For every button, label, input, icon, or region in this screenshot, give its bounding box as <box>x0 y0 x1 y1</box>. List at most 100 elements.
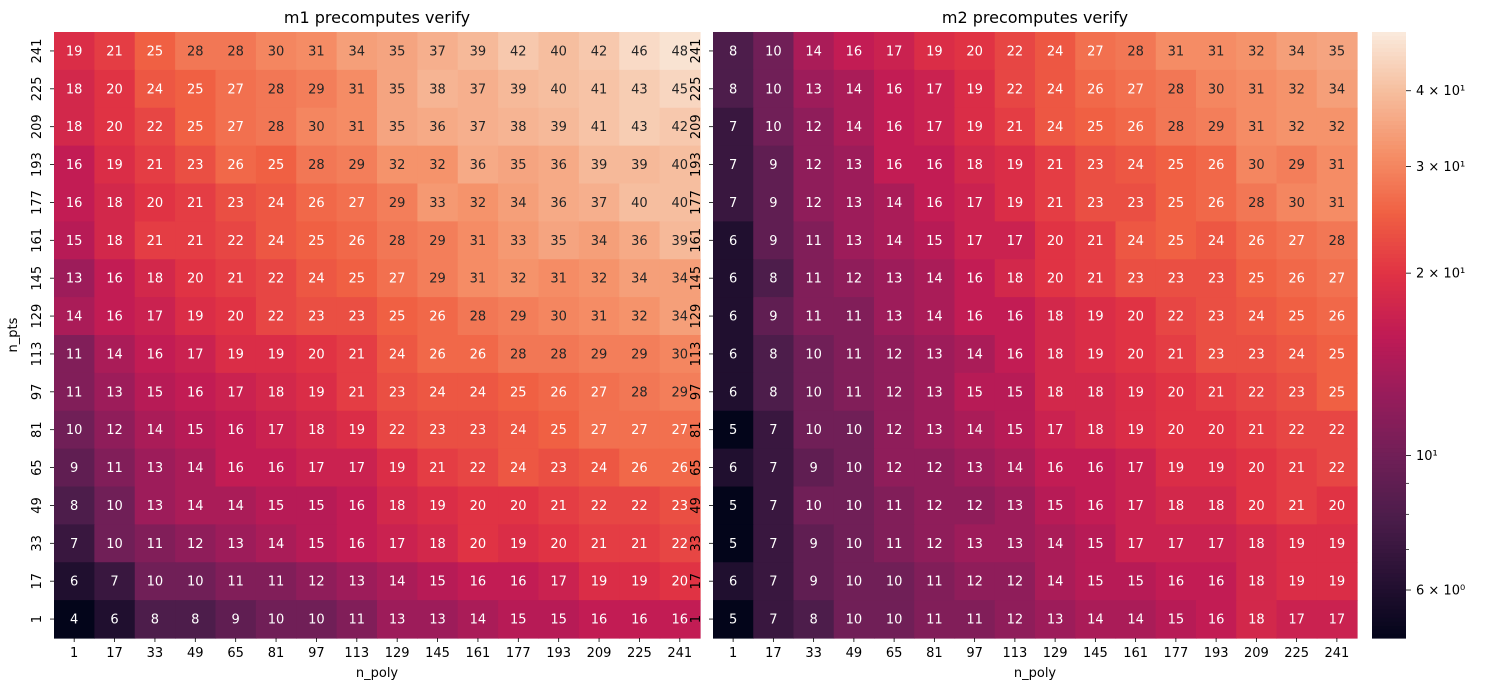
heatmap-cell <box>833 448 875 488</box>
cell-value-label: 24 <box>147 82 164 97</box>
heatmap-cell <box>1035 69 1076 109</box>
colorbar-segment <box>1372 549 1406 554</box>
cell-value-label: 13 <box>886 310 903 325</box>
cell-value-label: 17 <box>966 196 983 211</box>
cell-value-label: 20 <box>1047 234 1064 249</box>
cell-value-label: 39 <box>510 82 527 97</box>
cell-value-label: 24 <box>591 461 608 476</box>
cell-value-label: 26 <box>429 310 446 325</box>
heatmap-cell <box>914 448 956 488</box>
heatmap-cell <box>659 448 701 488</box>
cell-value-label: 16 <box>966 272 983 287</box>
x-tick-label: 145 <box>425 646 450 661</box>
heatmap-cell <box>954 410 996 450</box>
colorbar-segment <box>1372 553 1406 558</box>
cell-value-label: 6 <box>729 234 737 249</box>
heatmap-cell <box>1035 410 1076 450</box>
heatmap-cell <box>175 69 217 109</box>
cell-value-label: 31 <box>308 44 325 59</box>
heatmap-cell <box>833 524 875 563</box>
cell-value-label: 24 <box>1288 347 1305 362</box>
heatmap-cell <box>793 410 835 450</box>
cell-value-label: 48 <box>672 44 689 59</box>
colorbar-segment <box>1372 225 1406 231</box>
colorbar-segment <box>1372 217 1406 223</box>
x-tick-label: 177 <box>506 646 531 661</box>
colorbar-segment <box>1372 310 1406 316</box>
heatmap-cell <box>1075 69 1117 109</box>
cell-value-label: 6 <box>729 385 737 400</box>
cell-value-label: 43 <box>631 82 648 97</box>
heatmap-cell <box>417 410 459 450</box>
heatmap-cell <box>417 562 459 601</box>
colorbar-segment <box>1372 52 1406 57</box>
cell-value-label: 14 <box>1007 461 1024 476</box>
cell-value-label: 27 <box>631 423 648 438</box>
heatmap-cell <box>336 183 378 222</box>
cell-value-label: 16 <box>106 272 123 287</box>
heatmap-cell <box>336 410 378 450</box>
y-tick-label: 177 <box>30 190 45 215</box>
cell-value-label: 14 <box>389 575 406 590</box>
heatmap-cell <box>713 259 754 298</box>
cell-value-label: 24 <box>308 272 325 287</box>
heatmap-cell <box>1236 69 1278 109</box>
colorbar-segment <box>1372 88 1406 94</box>
colorbar-segment <box>1372 512 1406 518</box>
heatmap-cell <box>538 259 580 298</box>
cell-value-label: 39 <box>631 158 648 173</box>
colorbar-segment <box>1372 221 1406 227</box>
colorbar-segment <box>1372 541 1406 546</box>
y-tick-label: 129 <box>30 304 45 329</box>
cell-value-label: 17 <box>1127 537 1144 552</box>
heatmap-cell <box>1316 372 1358 412</box>
heatmap-cell <box>377 69 418 109</box>
heatmap-cell <box>296 410 338 450</box>
heatmap-cell <box>215 69 257 109</box>
cell-value-label: 16 <box>147 347 164 362</box>
cell-value-label: 32 <box>429 158 446 173</box>
cell-value-label: 31 <box>1168 44 1185 59</box>
heatmap-cell <box>578 486 620 525</box>
cell-value-label: 26 <box>1208 158 1225 173</box>
cell-value-label: 10 <box>846 537 863 552</box>
colorbar-segment <box>1372 387 1406 393</box>
cell-value-label: 25 <box>1168 234 1185 249</box>
heatmap-cell <box>1155 486 1197 525</box>
cell-value-label: 13 <box>1007 537 1024 552</box>
cell-value-label: 34 <box>510 196 527 211</box>
heatmap-cell <box>1035 183 1076 222</box>
heatmap-cell <box>377 524 418 563</box>
heatmap-cell <box>578 259 620 298</box>
cell-value-label: 11 <box>886 499 903 514</box>
cell-value-label: 16 <box>926 158 943 173</box>
heatmap-cell <box>377 259 418 298</box>
cell-value-label: 17 <box>1288 613 1305 628</box>
heatmap-cell <box>498 410 540 450</box>
cell-value-label: 14 <box>1047 537 1064 552</box>
cell-value-label: 6 <box>729 347 737 362</box>
cell-value-label: 26 <box>1288 272 1305 287</box>
colorbar-segment <box>1372 415 1406 421</box>
cell-value-label: 15 <box>1087 537 1104 552</box>
colorbar-segment <box>1372 262 1406 267</box>
heatmap-cell <box>659 297 701 336</box>
colorbar-segment <box>1372 306 1406 312</box>
cell-value-label: 13 <box>926 347 943 362</box>
heatmap-cell <box>54 486 95 525</box>
x-tick-label: 225 <box>627 646 652 661</box>
cell-value-label: 5 <box>729 613 737 628</box>
cell-value-label: 10 <box>147 575 164 590</box>
cell-value-label: 40 <box>550 44 567 59</box>
cell-value-label: 23 <box>349 310 366 325</box>
cell-value-label: 31 <box>1329 196 1346 211</box>
heatmap-cell <box>1155 524 1197 563</box>
cell-value-label: 38 <box>429 82 446 97</box>
colorbar-segment <box>1372 399 1406 405</box>
colorbar-segment <box>1372 355 1406 360</box>
heatmap-cell <box>954 32 996 71</box>
cell-value-label: 19 <box>308 385 325 400</box>
heatmap-cell <box>793 448 835 488</box>
cell-value-label: 29 <box>1208 120 1225 135</box>
y-tick-label: 17 <box>30 573 45 590</box>
